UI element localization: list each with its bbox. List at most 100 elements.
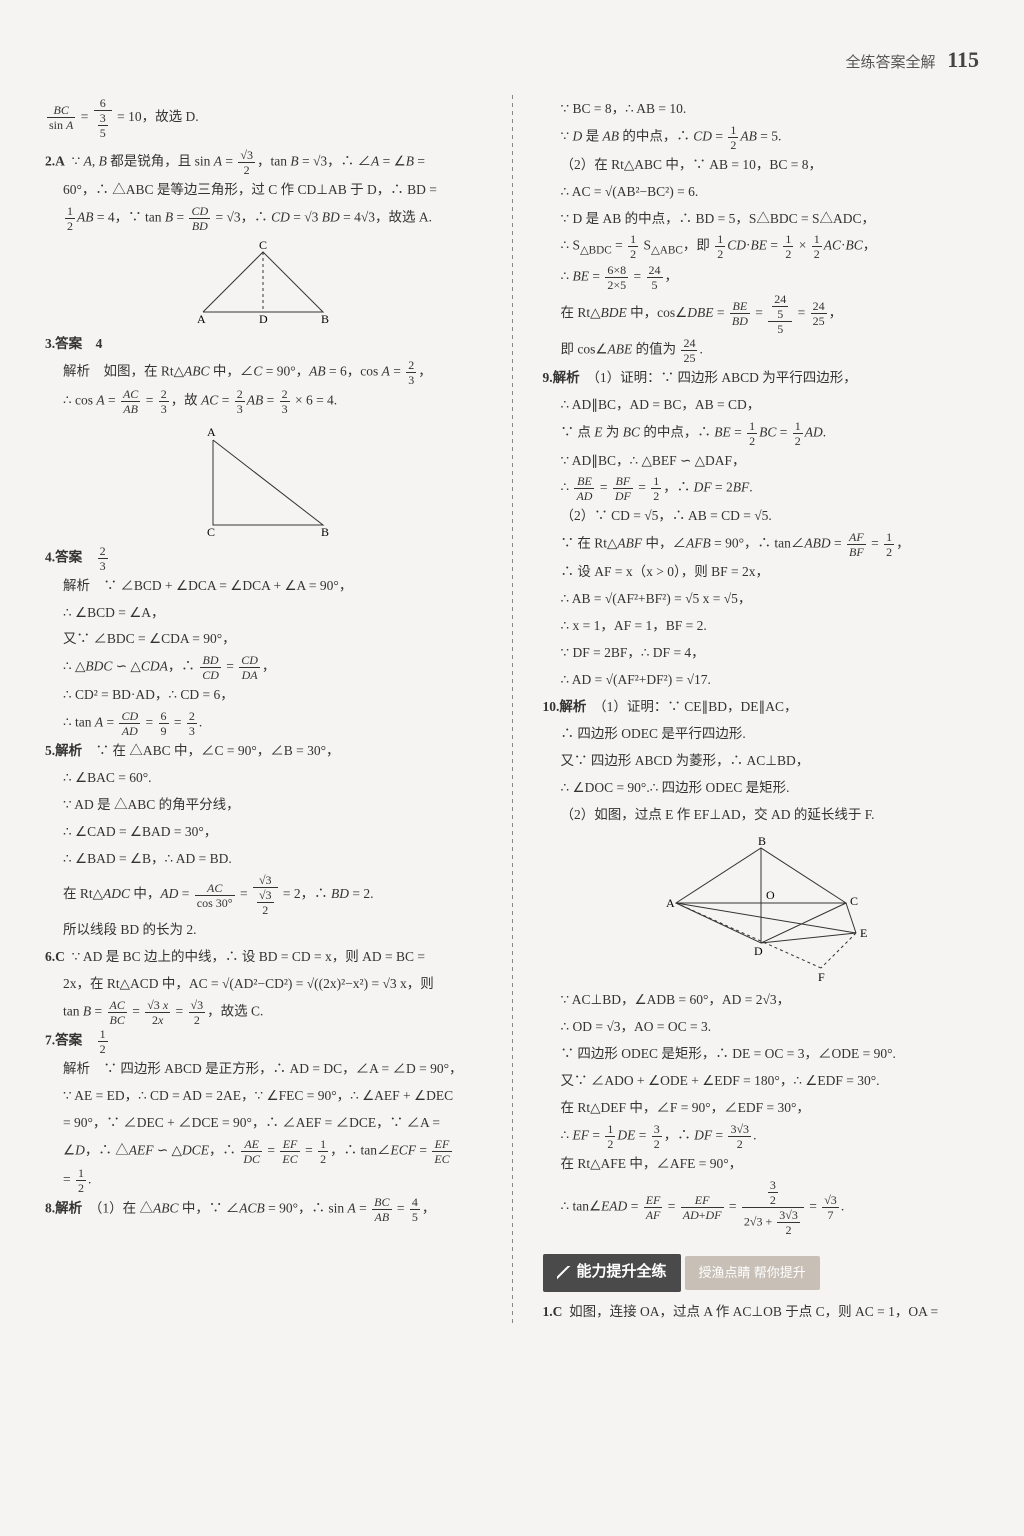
q10-t4: ∴ ∠DOC = 90°.∴ 四边形 ODEC 是矩形. <box>543 776 980 801</box>
q7-t3: = 90°，∵ ∠DEC + ∠DCE = 90°，∴ ∠AEF = ∠DCE，… <box>45 1111 482 1136</box>
q5-t5: ∴ ∠BAD = ∠B，∴ AD = BD. <box>45 847 482 872</box>
q9-t9: ∴ AB = √(AF²+BF²) = √5 x = √5， <box>543 587 980 612</box>
banner-left: 能力提升全练 <box>543 1254 681 1292</box>
q5-t7: 所以线段 BD 的长为 2. <box>45 918 482 943</box>
q9-head: 9.解析 <box>543 370 580 385</box>
svg-text:D: D <box>754 944 763 958</box>
q5: 5.解析 ∵ 在 △ABC 中，∠C = 90°，∠B = 30°， ∴ ∠BA… <box>45 739 482 943</box>
q4: 4.答案 23 解析 ∵ ∠BCD + ∠DCA = ∠DCA + ∠A = 9… <box>45 545 482 738</box>
l1: BCsin A = 635 = 10，故选 D. <box>45 97 482 139</box>
q10-t12: 在 Rt△AFE 中，∠AFE = 90°， <box>543 1152 980 1177</box>
svg-text:D: D <box>259 312 268 326</box>
q8-head: 8.解析 <box>45 1201 82 1216</box>
q2-head: 2.A <box>45 153 65 168</box>
q9-t11: ∵ DF = 2BF，∴ DF = 4， <box>543 641 980 666</box>
q4-t4: ∴ △BDC ∽ △CDA，∴ BDCD = CDDA， <box>45 654 482 681</box>
r5: ∵ D 是 AB 的中点，∴ BD = 5，S△BDC = S△ADC， <box>543 207 980 232</box>
pencil-icon <box>557 1266 571 1280</box>
q5-t4: ∴ ∠CAD = ∠BAD = 30°， <box>45 820 482 845</box>
q3-head: 3.答案 4 <box>45 332 482 357</box>
q9: 9.解析 （1）证明：∵ 四边形 ABCD 为平行四边形， ∴ AD∥BC，AD… <box>543 366 980 694</box>
columns: BCsin A = 635 = 10，故选 D. 2.A ∵ A, B 都是锐角… <box>45 95 979 1325</box>
q10-figure: A B C D E F O <box>646 833 876 983</box>
q4-t2: ∴ ∠BCD = ∠A， <box>45 601 482 626</box>
q5-t3: ∵ AD 是 △ABC 的角平分线， <box>45 793 482 818</box>
q2-figure: A D B C <box>183 237 343 327</box>
q9-t4: ∵ AD∥BC，∴ △BEF ∽ △DAF， <box>543 449 980 474</box>
svg-text:C: C <box>259 238 267 252</box>
page-header: 全练答案全解 115 <box>45 40 979 80</box>
q9-t3: ∵ 点 E 为 BC 的中点，∴ BE = 12BC = 12AD. <box>543 420 980 447</box>
r7: ∴ BE = 6×82×5 = 245， <box>543 264 980 291</box>
q4-t6: ∴ tan A = CDAD = 69 = 23. <box>45 710 482 737</box>
r1: ∵ BC = 8，∴ AB = 10. <box>543 97 980 122</box>
q7: 7.答案 12 解析 ∵ 四边形 ABCD 是正方形，∴ AD = DC，∠A … <box>45 1028 482 1194</box>
q2: 2.A ∵ A, B 都是锐角，且 sin A = √32，tan B = √3… <box>45 149 482 327</box>
left-column: BCsin A = 635 = 10，故选 D. 2.A ∵ A, B 都是锐角… <box>45 95 482 1325</box>
q3-t1: 解析 如图，在 Rt△ABC 中，∠C = 90°，AB = 6，cos A =… <box>45 359 482 386</box>
q7-t1: 解析 ∵ 四边形 ABCD 是正方形，∴ AD = DC，∠A = ∠D = 9… <box>45 1057 482 1082</box>
q4-t1: 解析 ∵ ∠BCD + ∠DCA = ∠DCA + ∠A = 90°， <box>45 574 482 599</box>
q1c-head: 1.C <box>543 1304 563 1319</box>
q4-t3: 又∵ ∠BDC = ∠CDA = 90°， <box>45 627 482 652</box>
q5-t6: 在 Rt△ADC 中，AD = ACcos 30° = √3√32 = 2，∴ … <box>45 874 482 916</box>
q3: 3.答案 4 解析 如图，在 Rt△ABC 中，∠C = 90°，AB = 6，… <box>45 332 482 540</box>
q4-head: 4.答案 23 <box>45 545 482 572</box>
section-banner: 能力提升全练 授渔点睛 帮你提升 <box>543 1254 980 1292</box>
header-title: 全练答案全解 <box>845 55 935 71</box>
svg-text:C: C <box>850 894 858 908</box>
q9-t5: ∴ BEAD = BFDF = 12，∴ DF = 2BF. <box>543 475 980 502</box>
banner-right: 授渔点睛 帮你提升 <box>685 1256 820 1290</box>
q10-t10: 在 Rt△DEF 中，∠F = 90°，∠EDF = 30°， <box>543 1096 980 1121</box>
q10-t9: 又∵ ∠ADO + ∠ODE + ∠EDF = 180°，∴ ∠EDF = 30… <box>543 1069 980 1094</box>
q10: 10.解析 （1）证明：∵ CE∥BD，DE∥AC， ∴ 四边形 ODEC 是平… <box>543 695 980 1236</box>
q10-t8: ∵ 四边形 ODEC 是矩形，∴ DE = OC = 3，∠ODE = 90°. <box>543 1042 980 1067</box>
q10-head: 10.解析 <box>543 699 587 714</box>
svg-text:B: B <box>758 834 766 848</box>
q10-t2: ∴ 四边形 ODEC 是平行四边形. <box>543 722 980 747</box>
q9-t8: ∴ 设 AF = x（x > 0），则 BF = 2x， <box>543 560 980 585</box>
svg-text:A: A <box>197 312 206 326</box>
q5-t2: ∴ ∠BAC = 60°. <box>45 766 482 791</box>
svg-text:E: E <box>860 926 867 940</box>
r4: ∴ AC = √(AB²−BC²) = 6. <box>543 180 980 205</box>
q2-t3: 12AB = 4，∵ tan B = CDBD = √3，∴ CD = √3 B… <box>45 205 482 232</box>
q6-t3: tan B = ACBC = √3 x2x = √32，故选 C. <box>45 999 482 1026</box>
q3-figure: A C B <box>183 420 343 540</box>
q9-t12: ∴ AD = √(AF²+DF²) = √17. <box>543 668 980 693</box>
svg-text:O: O <box>766 888 775 902</box>
page: 全练答案全解 115 BCsin A = 635 = 10，故选 D. 2.A … <box>0 0 1024 1536</box>
r3: （2）在 Rt△ABC 中，∵ AB = 10，BC = 8， <box>543 153 980 178</box>
q7-t5: = 12. <box>45 1167 482 1194</box>
q7-t4: ∠D，∴ △AEF ∽ △DCE，∴ AEDC = EFEC = 12，∴ ta… <box>45 1138 482 1165</box>
q9-t2: ∴ AD∥BC，AD = BC，AB = CD， <box>543 393 980 418</box>
svg-text:A: A <box>207 425 216 439</box>
q9-t6: （2）∵ CD = √5，∴ AB = CD = √5. <box>543 504 980 529</box>
q10-t3: 又∵ 四边形 ABCD 为菱形，∴ AC⊥BD， <box>543 749 980 774</box>
q7-t2: ∵ AE = ED，∴ CD = AD = 2AE，∵ ∠FEC = 90°，∴… <box>45 1084 482 1109</box>
q9-t7: ∵ 在 Rt△ABF 中，∠AFB = 90°，∴ tan∠ABD = AFBF… <box>543 531 980 558</box>
r9: 即 cos∠ABE 的值为 2425. <box>543 337 980 364</box>
q6-t2: 2x，在 Rt△ACD 中，AC = √(AD²−CD²) = √((2x)²−… <box>45 972 482 997</box>
svg-text:B: B <box>321 312 329 326</box>
page-number: 115 <box>947 47 979 72</box>
q10-t6: ∵ AC⊥BD，∠ADB = 60°，AD = 2√3， <box>543 988 980 1013</box>
svg-text:A: A <box>666 896 675 910</box>
q3-t2: ∴ cos A = ACAB = 23，故 AC = 23AB = 23 × 6… <box>45 388 482 415</box>
right-column: ∵ BC = 8，∴ AB = 10. ∵ D 是 AB 的中点，∴ CD = … <box>543 95 980 1325</box>
q9-t10: ∴ x = 1，AF = 1，BF = 2. <box>543 614 980 639</box>
q10-t5: （2）如图，过点 E 作 EF⊥AD，交 AD 的延长线于 F. <box>543 803 980 828</box>
q4-t5: ∴ CD² = BD·AD，∴ CD = 6， <box>45 683 482 708</box>
q2-t2: 60°，∴ △ABC 是等边三角形，过 C 作 CD⊥AB 于 D，∴ BD = <box>45 178 482 203</box>
svg-text:B: B <box>321 525 329 539</box>
svg-text:C: C <box>207 525 215 539</box>
q1c: 1.C 如图，连接 OA，过点 A 作 AC⊥OB 于点 C，则 AC = 1，… <box>543 1300 980 1325</box>
q10-t13: ∴ tan∠EAD = EFAF = EFAD+DF = 322√3 + 3√3… <box>543 1179 980 1236</box>
q8: 8.解析 （1）在 △ABC 中，∵ ∠ACB = 90°，∴ sin A = … <box>45 1196 482 1223</box>
r8: 在 Rt△BDE 中，cos∠DBE = BEBD = 2455 = 2425， <box>543 293 980 335</box>
r2: ∵ D 是 AB 的中点，∴ CD = 12AB = 5. <box>543 124 980 151</box>
q6: 6.C ∵ AD 是 BC 边上的中线，∴ 设 BD = CD = x，则 AD… <box>45 945 482 1026</box>
q5-head: 5.解析 <box>45 743 82 758</box>
svg-text:F: F <box>818 970 825 983</box>
q6-head: 6.C <box>45 949 65 964</box>
